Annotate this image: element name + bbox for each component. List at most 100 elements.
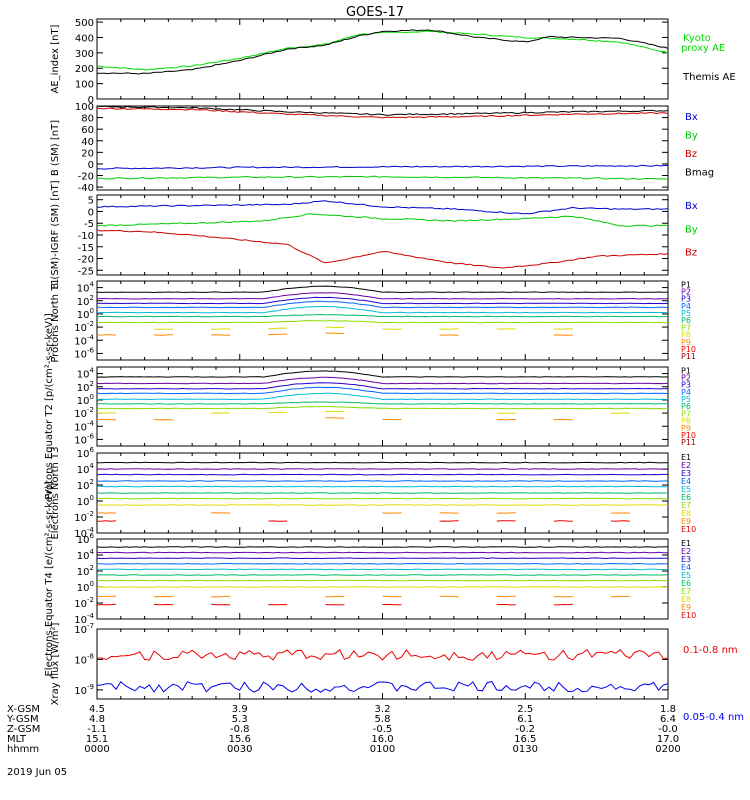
legend-label: Bx [685,112,698,123]
channel-label: P6 [681,316,691,325]
legend-label: 0.1-0.8 nm [683,645,738,656]
channel-label: E5 [681,571,691,580]
series-line-6 [96,313,669,318]
series-line-7 [96,405,669,410]
series-line-1 [96,285,669,294]
channel-label: P9 [681,338,691,347]
channel-label: P6 [681,402,691,411]
series-line-5 [96,568,669,571]
y-tick-label: 100 [75,80,94,91]
panel-frame [96,366,669,447]
channel-label: P5 [681,309,691,318]
y-tick-label: 40 [81,137,94,148]
channel-label: E7 [681,501,691,510]
channel-label: P4 [681,302,691,311]
series-line-5 [96,485,669,488]
series-segment-10 [211,603,231,606]
channel-label: P10 [681,345,696,354]
series-line-5 [96,392,669,401]
series-segment-9 [439,595,459,598]
x-axis-value: 15.1 [86,734,108,745]
y-tick-label: 106 [77,446,95,460]
panel-8: Xray flux [W/m²] 10-7 10-8 10-9 0.1-0.8 nm 0.… [50,622,744,723]
channel-label: P7 [681,409,691,418]
y-tick-exponent: 0 [90,494,94,502]
series-line-bx [97,164,669,170]
y-tick-label: 10-2 [74,406,94,420]
channel-label: P1 [681,366,691,375]
x-axis-value: 6.1 [517,714,533,725]
channel-label: E1 [681,453,691,462]
y-tick-label: 0 [88,160,94,171]
y-tick-label: 400 [75,33,94,44]
y-tick-label: -40 [78,183,94,194]
x-axis-row-label: X-GSM [7,704,40,715]
y-tick-label: 60 [81,125,94,136]
series-segment-9 [325,332,345,335]
x-axis-value: 0000 [84,744,109,755]
channel-label: E10 [681,611,696,620]
y-tick-label: 106 [77,532,95,546]
x-axis-value: -0.8 [230,724,250,735]
series-segment-9 [382,595,402,598]
panel-7: Electrons Equator T4 [e/(cm²-s-sr-keV)] 1… [44,481,696,676]
x-axis-value: 15.6 [229,734,251,745]
channel-label: P11 [681,438,696,447]
y-tick-exponent: 6 [90,446,95,454]
y-tick-exponent: 4 [90,281,95,289]
x-axis-value: -0.2 [515,724,535,735]
y-tick-label: 104 [77,462,95,476]
series-line-8 [96,504,669,506]
y-axis-label: Protons North T1 [50,278,61,362]
channel-label: E6 [681,493,691,502]
series-line-4 [96,480,669,482]
date-label: 2019 Jun 05 [7,767,67,778]
x-axis-row-label: MLT [7,734,27,745]
legend-label: Themis AE [682,72,736,83]
y-tick-exponent: 2 [90,564,94,572]
x-axis-value: 5.8 [375,714,391,725]
x-axis-value: 6.4 [660,714,676,725]
series-line-4 [96,562,669,565]
series-line-by [96,213,669,227]
channel-label: P8 [681,417,691,426]
y-tick-label: 100 [75,102,94,113]
figure-title: GOES-17 [346,5,404,20]
series-line-4 [96,386,669,395]
channel-label: P2 [681,373,691,382]
channel-label: E8 [681,595,691,604]
channel-label: E10 [681,525,696,534]
series-segment-9 [496,595,516,598]
y-tick-exponent: 2 [90,380,94,388]
channel-label: E3 [681,555,691,564]
x-axis-value: 1.8 [660,704,676,715]
y-tick-exponent: -9 [87,683,94,691]
series-segment-8 [211,412,231,414]
y-tick-label: -25 [78,266,94,277]
panel-frame [96,628,669,700]
series-line-8 [96,586,669,588]
y-tick-label: 0 [88,207,94,218]
y-tick-label: 10-2 [74,596,94,610]
y-axis-label: B (SM) [nT] [50,120,61,176]
series-line-2 [96,551,668,554]
series-line-7 [96,319,668,324]
y-tick-label: 10-4 [74,419,94,433]
y-axis-label: B (SM)-IGRF (SM) [nT] [50,180,61,289]
series-line-2 [96,468,668,470]
y-tick-label: 10-2 [74,510,94,524]
legend-label: 0.05-0.4 nm [683,712,744,723]
y-tick-exponent: -2 [87,510,94,518]
legend-label: By [685,131,698,142]
series-line-2 [96,680,669,693]
series-segment-9 [496,512,516,514]
series-segment-9 [96,595,116,598]
channel-label: E1 [681,539,691,548]
panel-4: Protons North T1 10410210010-210-410-6P1P… [50,278,696,362]
y-tick-exponent: 0 [90,580,94,588]
x-axis-value: 0100 [370,744,395,755]
x-axis-value: 3.2 [375,704,391,715]
x-axis-value: 0200 [655,744,680,755]
x-axis-row-label: Z-GSM [7,724,40,735]
